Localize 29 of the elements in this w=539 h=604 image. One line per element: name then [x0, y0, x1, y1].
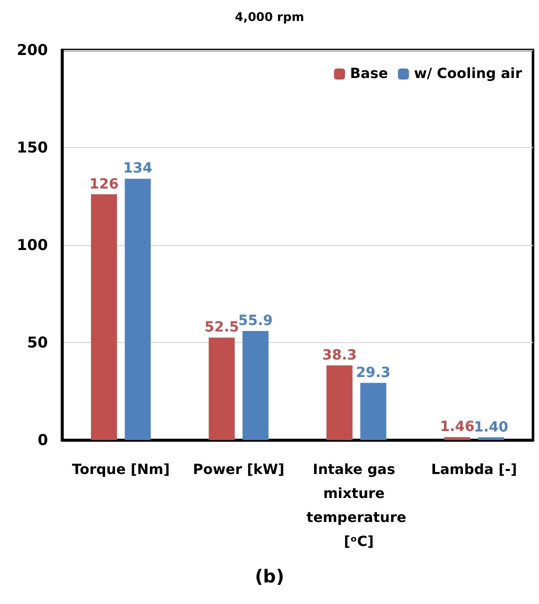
bar — [124, 178, 151, 440]
y-tick-label: 50 — [27, 334, 48, 352]
y-tick-label: 100 — [16, 236, 48, 254]
y-tick-label: 150 — [16, 138, 48, 156]
x-tick-label: Intake gas mixture temperature [ᵒC] — [306, 462, 406, 550]
y-tick-label: 0 — [38, 431, 48, 449]
bar — [90, 194, 117, 440]
legend-label: w/ Cooling air — [414, 66, 522, 82]
y-tick-label: 200 — [16, 41, 48, 59]
x-tick-label: Lambda [-] — [431, 462, 518, 478]
bar — [478, 437, 504, 440]
data-label: 1.40 — [474, 419, 509, 436]
data-label: 55.9 — [238, 312, 273, 329]
bar — [444, 437, 470, 440]
data-label: 52.5 — [204, 320, 239, 336]
data-label: 134 — [123, 160, 153, 177]
data-label: 126 — [89, 176, 119, 192]
bar — [208, 338, 235, 440]
legend-label: Base — [350, 66, 388, 82]
bar — [360, 382, 386, 440]
text: (b) — [254, 566, 284, 588]
x-tick-label: Torque [Nm] — [72, 462, 170, 478]
chart-title: 4,000 rpm — [234, 10, 304, 24]
x-tick-label: Power [kW] — [192, 462, 284, 478]
data-label: 29.3 — [356, 364, 391, 381]
bar — [242, 330, 269, 440]
data-label: 1.46 — [440, 419, 474, 436]
bar — [326, 365, 352, 440]
data-label: 38.3 — [322, 347, 357, 364]
